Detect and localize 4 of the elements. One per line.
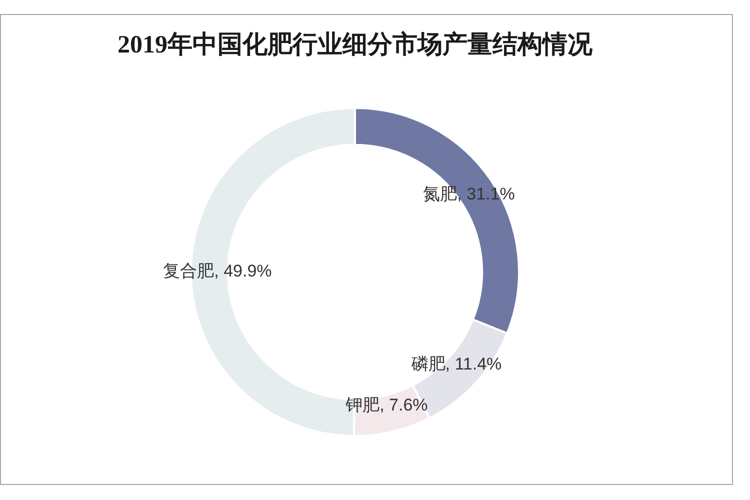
slice-label: 复合肥, 49.9%	[163, 261, 272, 280]
chart-title: 2019年中国化肥行业细分市场产量结构情况	[118, 30, 594, 58]
slice-label: 磷肥, 11.4%	[410, 354, 502, 374]
slice-label: 钾肥, 7.6%	[344, 396, 428, 415]
